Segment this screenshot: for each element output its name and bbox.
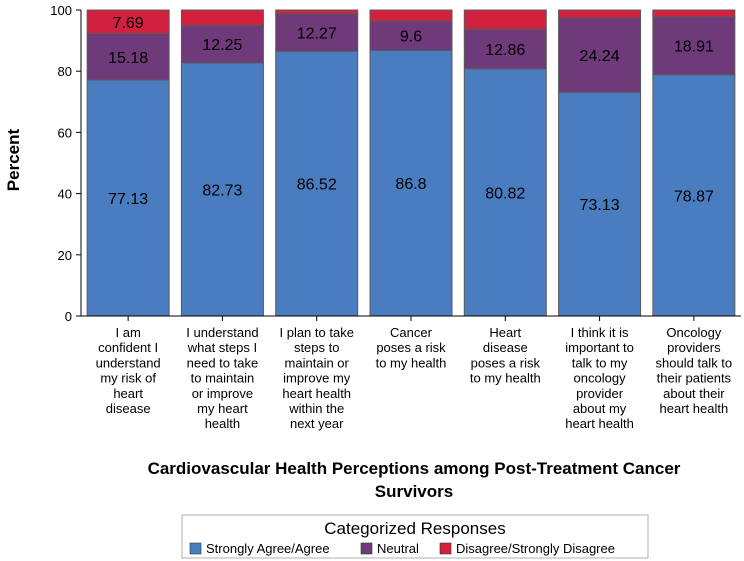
bar-segment-3-cat-3	[275, 9, 359, 15]
x-axis-title-line-2: Survivors	[375, 482, 453, 501]
legend-title: Categorized Responses	[324, 519, 505, 538]
bar-segment-3-cat-1	[86, 9, 170, 35]
y-tick-label: 80	[58, 64, 72, 79]
bar-value-label: 78.87	[674, 188, 714, 205]
legend-frame	[181, 514, 649, 559]
bar-value-label: 82.73	[202, 182, 242, 199]
bar-value-label: 12.25	[202, 37, 242, 54]
bar-value-label: 80.82	[485, 185, 525, 202]
bars-layer: 77.13 15.18 7.69 82.73 12.25 86.52 12.27 86.8 9.…	[86, 9, 736, 317]
bar-value-label: 12.86	[485, 42, 525, 59]
bar-segment-2-cat-2	[180, 24, 264, 64]
x-tick-label: I plan to take steps to maintain or improve…	[279, 325, 353, 431]
bar-segment-1-cat-7	[652, 74, 736, 317]
y-tick-label: 60	[58, 125, 72, 140]
y-tick-label: 40	[58, 187, 72, 202]
y-tick-label: 0	[65, 309, 72, 324]
bar-segment-2-cat-3	[275, 13, 359, 52]
legend: Categorized Responses Strongly Agree/Agr…	[181, 514, 649, 559]
y-tick-label: 100	[50, 3, 72, 18]
bar-segment-2-cat-6	[558, 17, 642, 93]
x-tick-label: Heart disease poses a risk to my health	[470, 325, 541, 386]
legend-label-disagree: Disagree/Strongly Disagree	[456, 541, 615, 556]
bar-segment-3-cat-4	[369, 9, 453, 22]
bar-value-label: 86.8	[395, 176, 426, 193]
bar-segment-1-cat-5	[463, 68, 547, 317]
bar-segment-2-cat-1	[86, 33, 170, 81]
bar-value-label: 7.69	[113, 15, 144, 32]
bar-segment-3-cat-7	[652, 9, 736, 18]
x-axis-title-line-1: Cardiovascular Health Perceptions among …	[148, 459, 681, 478]
bar-value-label: 86.52	[297, 177, 337, 194]
x-tick-label: Cancer poses a risk to my health	[376, 325, 447, 370]
bar-segment-3-cat-5	[463, 9, 547, 30]
bar-value-label: 24.24	[580, 48, 620, 65]
legend-swatch-neutral	[360, 542, 373, 555]
bar-value-label: 18.91	[674, 39, 714, 56]
bar-value-label: 9.6	[400, 29, 422, 46]
bar-value-label: 77.13	[108, 191, 148, 208]
legend-swatch-disagree	[439, 542, 452, 555]
bar-segment-3-cat-6	[558, 9, 642, 19]
x-tick-label: Oncology providers should talk to their pat…	[656, 325, 733, 416]
legend-label-agree: Strongly Agree/Agree	[206, 541, 330, 556]
bar-value-label: 73.13	[580, 197, 620, 214]
bar-segment-3-cat-2	[180, 9, 264, 26]
bar-segment-2-cat-7	[652, 16, 736, 76]
bar-value-label: 15.18	[108, 50, 148, 67]
bar-value-label: 12.27	[297, 25, 337, 42]
bar-segment-1-cat-1	[86, 79, 170, 317]
bar-segment-1-cat-2	[180, 62, 264, 317]
legend-swatch-agree	[189, 542, 202, 555]
legend-label-neutral: Neutral	[377, 541, 419, 556]
y-tick-label: 20	[58, 248, 72, 263]
bar-segment-2-cat-4	[369, 20, 453, 51]
bar-segment-1-cat-4	[369, 49, 453, 317]
x-tick-label: I think it is important to talk to my oncol…	[565, 325, 634, 431]
y-axis-title: Percent	[4, 128, 23, 191]
